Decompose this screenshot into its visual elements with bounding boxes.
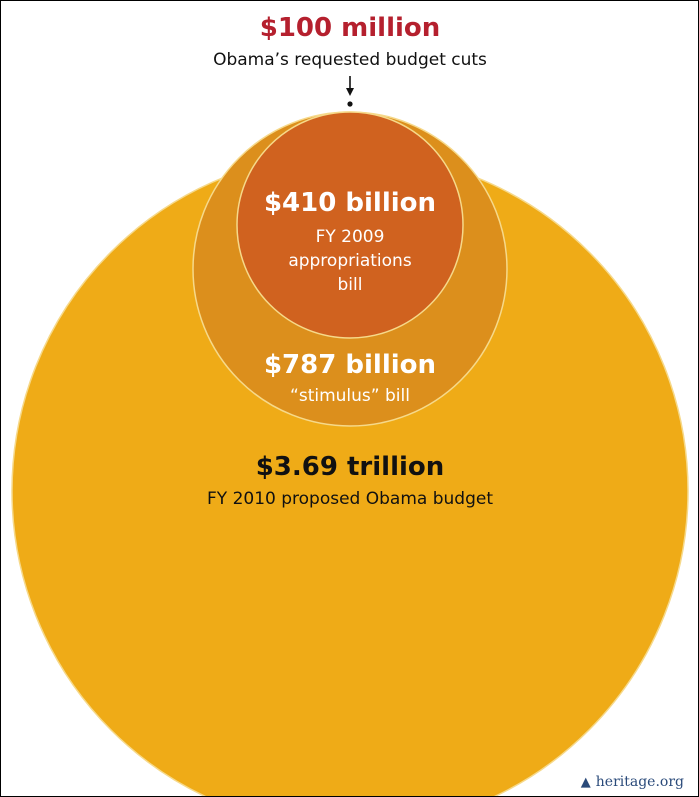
value-787-billion: $787 billion: [264, 350, 436, 380]
credit: ▲ heritage.org: [581, 774, 684, 790]
label-fy2009-line2: appropriations: [288, 251, 412, 271]
value-100-million: $100 million: [260, 13, 441, 43]
bubble-410-billion: [236, 111, 464, 339]
label-fy2010: FY 2010 proposed Obama budget: [207, 489, 493, 509]
value-410-billion: $410 billion: [264, 188, 436, 218]
label-fy2009-line1: FY 2009: [316, 227, 385, 247]
liberty-bell-icon: ▲: [580, 774, 591, 790]
label-fy2009-line3: bill: [338, 275, 363, 295]
label-budget-cuts: Obama’s requested budget cuts: [213, 50, 487, 70]
credit-text: heritage.org: [595, 774, 684, 790]
dot-100-million: [347, 101, 353, 107]
label-stimulus: “stimulus” bill: [290, 386, 410, 406]
pointer-arrow-head: [346, 88, 354, 96]
value-3-69-trillion: $3.69 trillion: [256, 452, 445, 482]
